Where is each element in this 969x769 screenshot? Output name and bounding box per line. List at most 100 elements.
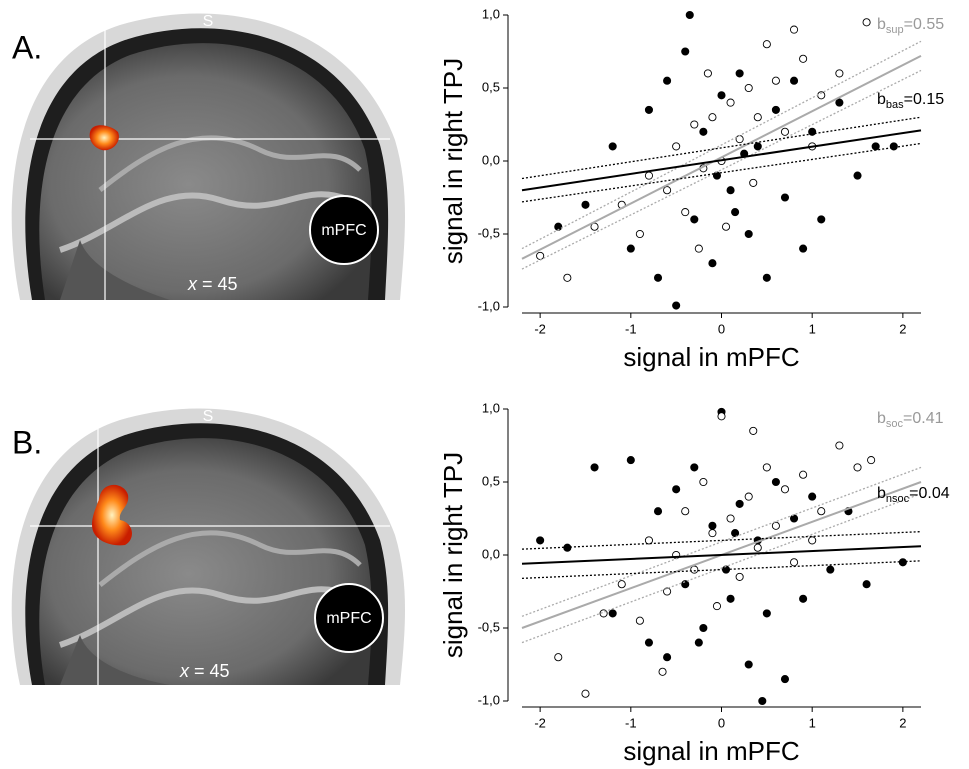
data-point (608, 609, 617, 618)
data-point (835, 69, 844, 78)
fit-line (521, 466, 922, 617)
annotation-text: =0.41 (903, 410, 944, 427)
data-point (744, 660, 753, 669)
panel-label: A. (12, 29, 42, 65)
y-tick-label: 1,0 (482, 400, 500, 415)
data-point (644, 536, 654, 545)
data-point (731, 529, 740, 538)
x-tick-label: -2 (534, 715, 546, 730)
y-tick-label: -0,5 (478, 619, 500, 634)
data-point (581, 689, 590, 698)
data-point (744, 229, 753, 239)
annotation-subscript: soc (886, 418, 904, 430)
data-point (653, 507, 663, 516)
annotation-symbol: b (877, 485, 886, 502)
data-point (799, 594, 808, 603)
annotation-symbol: b (877, 91, 886, 108)
annotation: bsup=0.55 (877, 16, 944, 36)
data-point (694, 638, 703, 647)
data-point (789, 76, 799, 85)
data-point (853, 463, 862, 472)
data-point (835, 98, 844, 107)
data-point (690, 463, 699, 472)
data-point (681, 208, 690, 217)
x-tick-label: -2 (534, 321, 546, 336)
data-point (862, 18, 871, 27)
data-point (672, 301, 681, 310)
data-point (799, 244, 808, 253)
y-tick-label: 0,5 (482, 79, 500, 94)
data-point (681, 580, 690, 589)
data-point (817, 507, 826, 516)
data-point (735, 69, 744, 78)
data-point (817, 215, 826, 224)
x-tick-label: 2 (899, 321, 906, 336)
data-point (731, 208, 740, 217)
data-point (708, 113, 717, 122)
data-point (672, 485, 681, 494)
data-point (563, 273, 572, 282)
fit-line (521, 530, 922, 550)
data-point (726, 186, 735, 195)
slice-text: = 45 (189, 661, 230, 681)
orientation-label: S (203, 408, 214, 425)
slice-var: x (179, 661, 190, 681)
annotation-text: =0.55 (904, 16, 945, 33)
data-point (699, 127, 708, 136)
annotation-subscript: nsoc (886, 493, 910, 505)
annotation-symbol: b (877, 410, 886, 427)
data-point (799, 54, 808, 63)
data-point (536, 251, 545, 260)
data-point (898, 558, 907, 567)
annotation: bsoc=0.41 (877, 410, 944, 430)
x-axis-label: signal in mPFC (623, 736, 799, 766)
data-point (590, 463, 599, 472)
y-axis-label: signal in right TPJ (438, 452, 468, 658)
data-point (771, 477, 780, 487)
data-point (685, 10, 694, 20)
data-point (808, 492, 817, 501)
data-point (780, 675, 790, 684)
data-point (871, 142, 880, 151)
y-tick-label: 0,0 (482, 546, 500, 561)
x-tick-label: 0 (718, 715, 725, 730)
data-point (762, 40, 771, 49)
annotation: bbas=0.15 (877, 91, 944, 111)
x-axis-label: signal in mPFC (623, 342, 799, 372)
data-point (862, 580, 871, 589)
data-point (672, 142, 681, 151)
data-point (690, 215, 699, 224)
data-point (699, 623, 708, 633)
data-point (753, 543, 762, 552)
data-point (617, 580, 626, 589)
data-point (708, 521, 717, 530)
data-point (590, 222, 599, 231)
data-point (726, 594, 735, 603)
data-point (867, 456, 876, 465)
y-tick-label: -1,0 (478, 692, 500, 707)
data-point (717, 91, 726, 100)
data-point (808, 536, 817, 545)
data-point (744, 83, 753, 93)
data-point (536, 536, 545, 545)
fit-line (521, 142, 922, 203)
data-point (753, 113, 762, 122)
fit-line (521, 560, 922, 580)
y-tick-label: -0,5 (478, 225, 500, 240)
data-point (789, 558, 799, 567)
data-point (699, 477, 708, 487)
data-point (808, 127, 817, 136)
data-point (690, 565, 699, 574)
data-point (663, 653, 672, 662)
data-point (721, 222, 731, 231)
fit-line (521, 40, 922, 250)
data-point (581, 200, 590, 209)
data-point (780, 127, 790, 136)
data-point (608, 142, 617, 151)
region-label: mPFC (326, 610, 371, 627)
data-point (771, 521, 780, 530)
slice-label: x = 45 (179, 661, 230, 681)
data-point (554, 653, 563, 662)
panel-label: B. (12, 424, 42, 460)
data-point (762, 273, 771, 282)
